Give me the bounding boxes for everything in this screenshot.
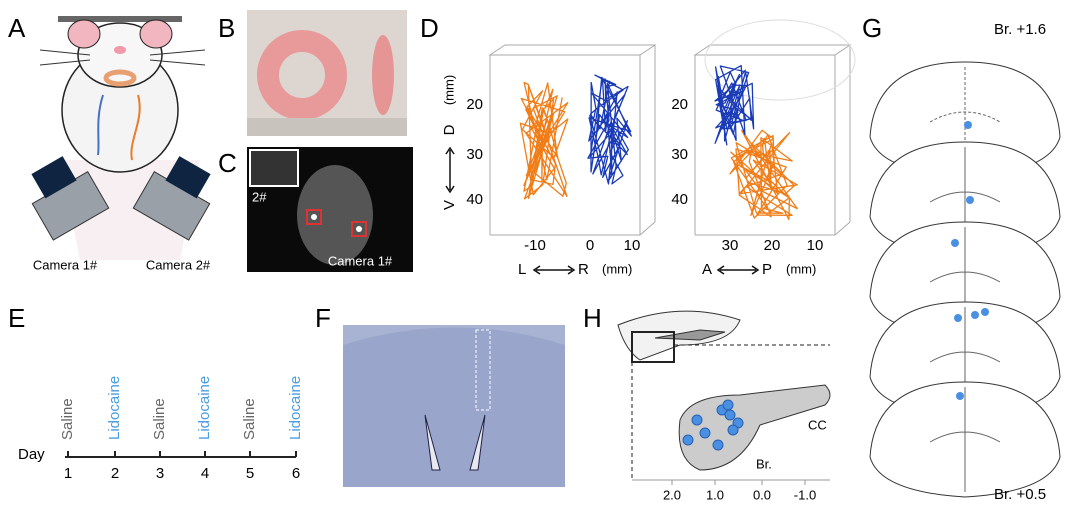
unit: (mm) [786,261,816,276]
injection-site [691,414,703,426]
treatment-label: Saline [241,398,258,440]
injection-site [682,434,694,446]
injection-site [724,409,736,421]
injection-site [966,196,974,204]
treatment-label: Lidocaine [287,376,304,440]
injection-site [981,308,989,316]
day-label: 3 [156,465,164,482]
trajectory [587,74,632,185]
x-tick-label: 30 [722,237,739,254]
injection-site [964,121,972,129]
axis-end: V [441,200,458,210]
x-tick-label: 2.0 [663,487,681,502]
axis-label: Day [18,446,45,463]
y-tick-label: 30 [466,146,483,163]
trajectories [519,64,798,221]
mouse-cartoon [31,16,211,260]
y-tick-label: 40 [671,191,688,208]
region-label: CC [808,417,827,432]
injection-site [971,311,979,319]
injection-site [727,424,739,436]
trajectory [714,64,755,146]
axis-end: R [578,261,589,278]
day-label: 1 [64,465,72,482]
injection-site [699,427,711,439]
axis-end: P [762,261,772,278]
panel-label: D [420,13,439,43]
bregma-label: Br. [756,456,772,471]
axis-end: L [518,261,526,278]
bregma-label: Br. +0.5 [994,486,1046,503]
y-tick-label: 20 [671,96,688,113]
treatment-label: Lidocaine [196,376,213,440]
day-label: 2 [111,465,119,482]
panel-label: E [8,303,25,333]
unit: (mm) [441,75,456,105]
axis-end: A [702,261,712,278]
panel-label: C [218,148,237,178]
x-tick-label: -1.0 [794,487,816,502]
arrow [445,146,455,194]
brain-sections [869,61,1061,498]
x-tick-label: 20 [764,237,781,254]
x-tick-label: 10 [624,237,641,254]
injection-site [722,399,734,411]
treatment-label: Saline [151,398,168,440]
camera-label: Camera 2# [146,257,211,272]
panel-label: B [218,13,235,43]
bregma-label: Br. +1.6 [994,21,1046,38]
x-tick-label: 1.0 [706,487,724,502]
treatment-label: Lidocaine [106,376,123,440]
ring-photo [247,10,407,136]
inset-label: 2# [252,189,267,204]
camera-label: Camera 1# [328,253,393,268]
x-tick-label: -10 [524,237,546,254]
day-label: 6 [292,465,300,482]
injection-site [712,439,724,451]
y-tick-label: 40 [466,191,483,208]
day-label: 4 [201,465,209,482]
panel-label: H [583,303,602,333]
plot-boxes [488,19,856,236]
axis-end: D [441,124,458,135]
trajectory [519,81,569,200]
y-tick-label: 20 [466,96,483,113]
treatment-label: Saline [59,398,76,440]
unit: (mm) [602,261,632,276]
section-detail [929,387,1001,492]
cc-schematic [617,310,831,481]
panel-label: G [862,13,882,43]
day-label: 5 [246,465,254,482]
trajectory [729,129,798,221]
arrow [532,265,576,275]
camera-label: Camera 1# [33,257,98,272]
injection-site [951,239,959,247]
x-tick-label: 0 [586,237,594,254]
injection-site [956,392,964,400]
x-tick-label: 0.0 [753,487,771,502]
panel-label: A [8,13,26,43]
histology [343,325,565,487]
panel-label: F [315,303,331,333]
camera-image [247,147,413,272]
injection-site [954,314,962,322]
y-tick-label: 30 [671,146,688,163]
x-tick-label: 10 [807,237,824,254]
arrow [716,265,760,275]
